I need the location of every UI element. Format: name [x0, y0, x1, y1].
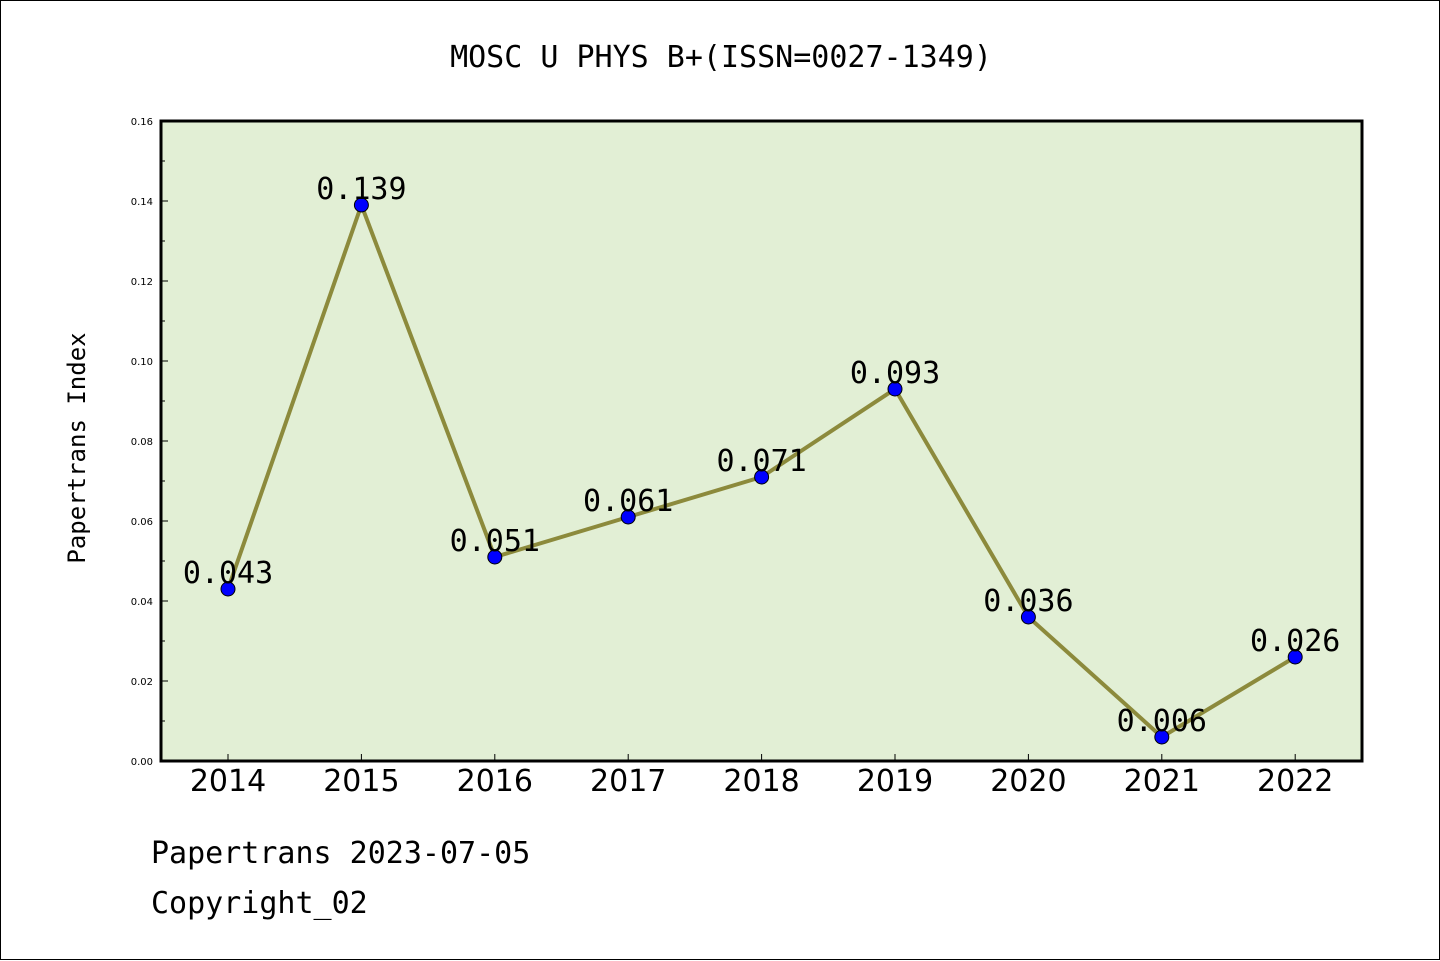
data-label: 0.036 — [983, 584, 1073, 619]
data-point — [620, 509, 636, 525]
data-labels: 0.043 0.139 0.051 0.061 0.071 0.093 0.036 0.006… — [183, 172, 1341, 739]
data-point — [487, 549, 503, 565]
y-tick-label: 0.08 — [131, 437, 153, 448]
x-tick-label: 2021 — [1124, 764, 1200, 799]
x-tick-label: 2018 — [723, 764, 799, 799]
y-tick-label: 0.10 — [131, 357, 153, 368]
data-point — [1154, 729, 1170, 745]
data-label: 0.026 — [1250, 624, 1340, 659]
chart-title: MOSC U PHYS B+(ISSN=0027-1349) — [450, 40, 992, 75]
data-point — [1287, 649, 1303, 665]
y-tick-label: 0.12 — [131, 277, 153, 288]
data-label: 0.093 — [850, 356, 940, 391]
footer-copyright: Copyright_02 — [151, 886, 368, 921]
data-label: 0.043 — [183, 556, 273, 591]
y-tick-label: 0.06 — [131, 517, 153, 528]
data-point — [1020, 609, 1036, 625]
series-markers — [220, 197, 1303, 745]
data-point — [353, 197, 369, 213]
data-label: 0.071 — [716, 444, 806, 479]
data-point — [887, 381, 903, 397]
y-tick-label: 0.02 — [131, 677, 153, 688]
data-label: 0.051 — [450, 524, 540, 559]
x-tick-label: 2015 — [323, 764, 399, 799]
y-tick-label: 0.04 — [131, 597, 153, 608]
x-tick-label: 2017 — [590, 764, 666, 799]
plot-area — [159, 119, 1364, 763]
x-axis-ticks: 2014 2015 2016 2017 2018 2019 2020 2021 2022 — [190, 754, 1333, 799]
x-tick-label: 2016 — [457, 764, 533, 799]
data-label: 0.061 — [583, 484, 673, 519]
x-tick-label: 2014 — [190, 764, 266, 799]
data-point — [220, 581, 236, 597]
data-label: 0.139 — [316, 172, 406, 207]
x-tick-label: 2022 — [1257, 764, 1333, 799]
data-point — [754, 469, 770, 485]
footer-date: Papertrans 2023-07-05 — [151, 836, 531, 871]
y-tick-label: 0.00 — [131, 757, 153, 768]
y-axis-ticks: 0.00 0.02 0.04 0.06 0.08 0.10 0.12 0.14 0.16 — [131, 117, 168, 768]
data-label: 0.006 — [1117, 704, 1207, 739]
y-axis-label: Papertrans Index — [63, 332, 91, 563]
x-tick-label: 2020 — [990, 764, 1066, 799]
y-tick-label: 0.14 — [131, 197, 153, 208]
x-tick-label: 2019 — [857, 764, 933, 799]
y-tick-label: 0.16 — [131, 117, 153, 128]
